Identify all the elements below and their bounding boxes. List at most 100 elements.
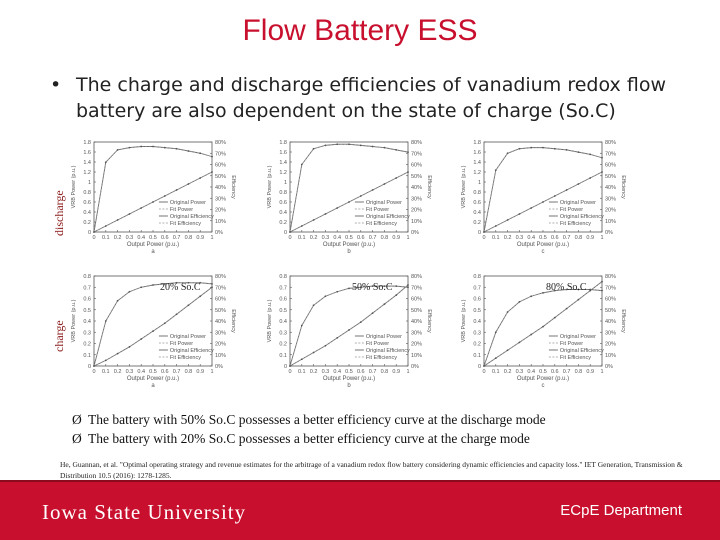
y2-tick-label: 30%: [215, 330, 226, 336]
point-original-power: [163, 195, 166, 197]
y2-tick-label: 30%: [411, 330, 422, 336]
x-tick-label: 0.3: [322, 369, 330, 375]
x-tick-label: 0.1: [492, 235, 500, 241]
legend-entry: Original Power: [170, 200, 206, 206]
chart-svg: 0 0.2 0.4 0.6 0.8 1 1.2 1.4 1.6 1.8 0% 10% 20% 30% 40%…: [71, 140, 236, 254]
y-tick-label: 1.8: [473, 140, 481, 146]
point-original-efficiency: [589, 288, 592, 291]
y2-tick-label: 70%: [411, 285, 422, 291]
y-tick-label: 0.6: [473, 297, 481, 303]
y-tick-label: 0.4: [473, 319, 481, 325]
y2-tick-label: 30%: [411, 196, 422, 202]
point-original-power: [187, 304, 190, 307]
point-original-power: [199, 295, 202, 298]
y-tick-label: 0: [478, 230, 481, 236]
point-original-efficiency: [407, 151, 409, 154]
x-axis-label: Output Power (p.u.): [323, 242, 375, 248]
point-original-power: [542, 325, 544, 328]
point-original-efficiency: [312, 147, 315, 150]
chart-svg: 00.10.20.30.40.50.60.70.80%10%20%30%40%5…: [461, 274, 626, 388]
point-original-efficiency: [152, 284, 154, 286]
x-tick-label: 0.9: [392, 235, 400, 241]
legend-entry: Original Efficiency: [366, 214, 410, 220]
point-original-efficiency: [518, 300, 521, 303]
point-original-efficiency: [518, 147, 521, 150]
x-tick-label: 0.9: [196, 369, 204, 375]
conclusion-text: The battery with 50% So.C possesses a be…: [88, 412, 546, 427]
footer-divider: [0, 480, 720, 482]
y2-tick-label: 30%: [605, 330, 616, 336]
y2-tick-label: 40%: [411, 185, 422, 191]
y-axis-label: VRB Power (p.u.): [461, 299, 467, 342]
y2-tick-label: 10%: [411, 353, 422, 359]
y2-tick-label: 40%: [215, 319, 226, 325]
point-original-efficiency: [506, 152, 509, 155]
point-original-efficiency: [383, 285, 386, 288]
point-original-power: [395, 294, 398, 297]
chart-panel-discharge-b: 0 0.2 0.4 0.6 0.8 1 1.2 1.4 1.6 1.8 0% 10% 20% 30% 40%…: [258, 136, 454, 254]
point-original-efficiency: [371, 145, 374, 148]
y-tick-label: 0.7: [473, 285, 481, 291]
y-tick-label: 0.4: [83, 210, 91, 216]
x-tick-label: 0.2: [310, 369, 318, 375]
y2-tick-label: 50%: [605, 308, 616, 314]
y-tick-label: 0.6: [279, 200, 287, 206]
y2-tick-label: 50%: [605, 174, 616, 180]
y-tick-label: 0.6: [83, 297, 91, 303]
legend-entry: Fit Power: [560, 207, 583, 213]
point-original-efficiency: [371, 285, 374, 288]
x-axis-label: Output Power (p.u.): [517, 376, 569, 382]
x-tick-label: 0.5: [149, 235, 157, 241]
point-original-efficiency: [128, 290, 131, 293]
x-tick-label: 0: [482, 235, 485, 241]
point-original-efficiency: [128, 146, 131, 149]
chart-panel-charge-a: 0 0.1 0.2 0.3 0.4 0.5 0.6 0.7 0.8 0% 10% 20% 30% 40% 5…: [62, 270, 258, 388]
x-tick-label: 0.1: [298, 235, 306, 241]
x-tick-label: 1: [406, 235, 409, 241]
point-original-efficiency: [359, 286, 362, 289]
bullet-text: The charge and discharge efficiencies of…: [76, 74, 666, 122]
y-tick-label: 0.1: [473, 353, 481, 359]
point-original-power: [577, 298, 580, 301]
x-tick-label: 0.3: [516, 369, 524, 375]
x-tick-label: 1: [600, 235, 603, 241]
point-original-power: [104, 225, 107, 227]
point-original-power: [601, 171, 603, 173]
citation: He, Guannan, et al. "Optimal operating s…: [60, 460, 683, 480]
y2-axis-label: Efficiency: [620, 175, 626, 199]
point-original-power: [565, 189, 568, 191]
point-original-power: [530, 207, 533, 209]
y2-tick-label: 70%: [411, 151, 422, 157]
y2-tick-label: 80%: [215, 140, 226, 146]
point-original-power: [383, 303, 386, 306]
y-tick-label: 1.8: [279, 140, 287, 146]
y2-tick-label: 40%: [215, 185, 226, 191]
x-tick-label: 0.9: [196, 235, 204, 241]
y2-tick-label: 60%: [605, 163, 616, 169]
soc-label-20: 20% So.C: [160, 282, 201, 293]
x-axis-label: Output Power (p.u.): [517, 242, 569, 248]
legend-entry: Fit Efficiency: [560, 221, 591, 227]
arrow-bullet-icon: Ø: [72, 412, 82, 427]
point-original-efficiency: [93, 231, 95, 233]
point-original-efficiency: [494, 169, 497, 172]
x-tick-label: 0.8: [575, 235, 583, 241]
x-tick-label: 1: [600, 369, 603, 375]
x-tick-label: 0.2: [310, 235, 318, 241]
y-tick-label: 0.5: [473, 308, 481, 314]
chart-svg: 00.10.20.30.40.50.60.70.80%10%20%30%40%5…: [71, 274, 236, 388]
y-tick-label: 0: [284, 230, 287, 236]
x-tick-label: 0.7: [173, 235, 181, 241]
x-tick-label: 0: [482, 369, 485, 375]
point-original-efficiency: [348, 143, 350, 146]
y-tick-label: 0.4: [279, 319, 287, 325]
point-original-power: [383, 183, 386, 185]
y-tick-label: 0.8: [83, 190, 91, 196]
x-tick-label: 0.7: [563, 235, 571, 241]
y2-tick-label: 80%: [411, 274, 422, 280]
y2-tick-label: 80%: [605, 274, 616, 280]
x-tick-label: 0.8: [575, 369, 583, 375]
point-original-power: [336, 207, 339, 209]
y-tick-label: 1.6: [83, 150, 91, 156]
point-original-efficiency: [300, 163, 303, 166]
